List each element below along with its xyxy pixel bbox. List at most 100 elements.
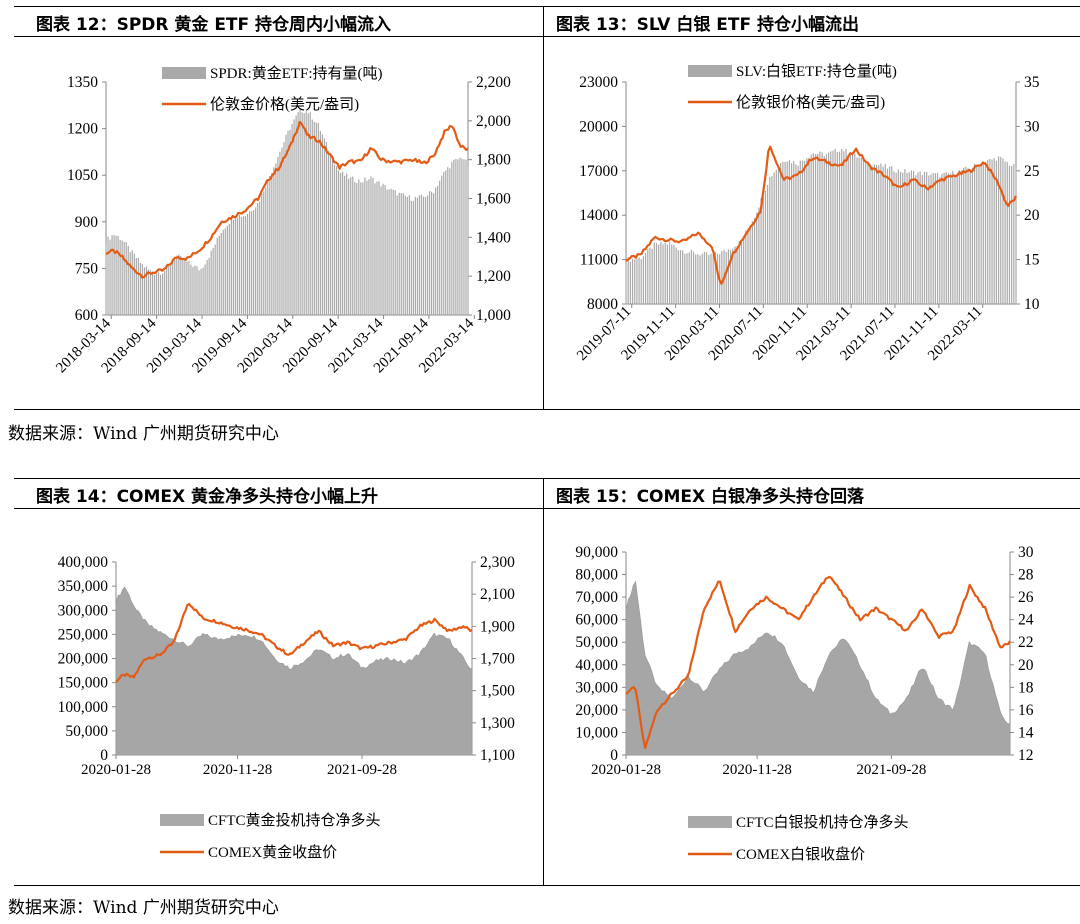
y-right-tick-label: 1,600 — [476, 191, 511, 208]
holding-bar — [137, 257, 139, 315]
chart-f12-svg: 1350 1200 1050 900 750 600 2,200 2,000 1,800 1,60… — [53, 65, 511, 376]
holding-bar — [354, 181, 356, 315]
holding-bar — [764, 190, 767, 304]
holding-bar — [200, 268, 202, 315]
holding-bar — [299, 107, 301, 315]
legend-label: CFTC白银投机持仓净多头 — [736, 814, 909, 831]
holding-bar — [111, 235, 113, 315]
holding-bar — [941, 173, 943, 304]
bottom-title-bar — [14, 478, 1080, 509]
holding-bar — [214, 244, 216, 315]
holding-bar — [832, 150, 834, 304]
holding-bar — [206, 260, 208, 315]
holding-bar — [936, 172, 939, 304]
source-note-bottom: 数据来源：Wind 广州期货研究中心 — [8, 898, 279, 918]
holding-bar — [386, 189, 388, 315]
holding-bar — [858, 157, 860, 304]
figure-15-title: 图表 15：COMEX 白银净多头持仓回落 — [556, 487, 865, 507]
y-right-tick-label: 15 — [1024, 252, 1040, 269]
y-left-tick-label: 70,000 — [575, 589, 618, 606]
y-left-tick-label: 8000 — [587, 296, 618, 313]
legend-label: 伦敦银价格(美元/盎司) — [736, 94, 885, 111]
holding-bar — [732, 248, 734, 304]
holding-bar — [109, 239, 111, 315]
holding-bar — [812, 153, 814, 304]
y-right-tick-label: 2,100 — [480, 586, 515, 603]
holding-bar — [851, 154, 854, 304]
holding-bar — [208, 257, 210, 315]
holding-bar — [649, 247, 651, 304]
y-left-tick-label: 400,000 — [58, 554, 109, 571]
holding-bar — [991, 159, 993, 304]
holding-bar — [107, 236, 109, 315]
holding-bar — [790, 163, 793, 304]
holding-bar — [758, 207, 760, 304]
y-left-tick-label: 1350 — [67, 74, 98, 91]
holding-bar — [277, 157, 279, 315]
holding-bar — [358, 179, 360, 315]
holding-bar — [878, 165, 880, 304]
holding-bar — [716, 253, 719, 304]
bottom-panel: 图表 14：COMEX 黄金净多头持仓小幅上升 图表 15：COMEX 白银净多… — [14, 478, 1080, 886]
holding-bar — [151, 272, 154, 315]
holding-bar — [631, 258, 634, 304]
holding-bar — [769, 177, 771, 304]
holding-bar — [244, 216, 247, 315]
holding-bar — [777, 166, 780, 304]
holding-bar — [145, 266, 148, 315]
holding-bar — [756, 212, 758, 304]
holding-bar — [919, 171, 921, 304]
holding-bar — [394, 190, 396, 315]
holding-bar — [875, 165, 878, 304]
holding-bar — [297, 112, 299, 315]
holding-bar — [819, 151, 821, 304]
holding-bar — [810, 154, 812, 304]
holding-bar — [366, 180, 368, 315]
holding-bar — [889, 166, 891, 304]
holding-bar — [729, 250, 732, 304]
holding-bar — [884, 164, 886, 304]
holding-bar — [333, 164, 336, 315]
holding-bar — [690, 249, 692, 304]
holding-bar — [760, 197, 762, 304]
holding-bar — [714, 251, 716, 304]
y-right-tick-label: 28 — [1018, 567, 1034, 584]
holding-bar — [242, 216, 245, 315]
holding-bar — [251, 211, 253, 315]
holding-bar — [862, 157, 865, 304]
y-right-tick-label: 2,000 — [476, 113, 511, 130]
y-left-tick-label: 90,000 — [575, 544, 618, 561]
holding-bar — [675, 247, 677, 304]
holding-bar — [285, 134, 287, 315]
holding-bar — [248, 211, 251, 315]
holding-bar — [939, 177, 941, 304]
holding-bar — [845, 148, 847, 304]
chart-f12: 1350 1200 1050 900 750 600 2,200 2,000 1,800 1,60… — [14, 40, 542, 400]
holding-bar — [141, 264, 144, 315]
holding-bar — [928, 175, 930, 304]
holding-bar — [384, 184, 386, 315]
holding-bar — [997, 156, 1000, 304]
holding-bar — [688, 252, 690, 304]
holding-bar — [921, 175, 923, 304]
holding-bar — [360, 182, 362, 315]
holding-bar — [897, 169, 899, 304]
legend-label: SLV:白银ETF:持仓量(吨) — [736, 63, 897, 80]
y-left-tick-label: 750 — [75, 260, 99, 277]
holding-bar — [806, 158, 808, 304]
y-left-tick-label: 0 — [100, 747, 108, 764]
holding-bar — [172, 261, 174, 315]
holding-bar — [113, 235, 115, 315]
holding-bar — [640, 259, 642, 304]
holding-bar — [934, 173, 936, 304]
holding-bar — [636, 258, 638, 304]
holding-bar — [230, 217, 232, 315]
y-left-tick-label: 600 — [75, 307, 99, 324]
y-left-tick-label: 900 — [75, 214, 99, 231]
y-left-tick-label: 0 — [610, 747, 618, 764]
holding-bar — [283, 142, 285, 315]
y-right-tick-label: 1,400 — [476, 229, 511, 246]
holding-bar — [677, 250, 679, 304]
holding-bar — [463, 159, 465, 315]
price-line — [105, 120, 469, 279]
